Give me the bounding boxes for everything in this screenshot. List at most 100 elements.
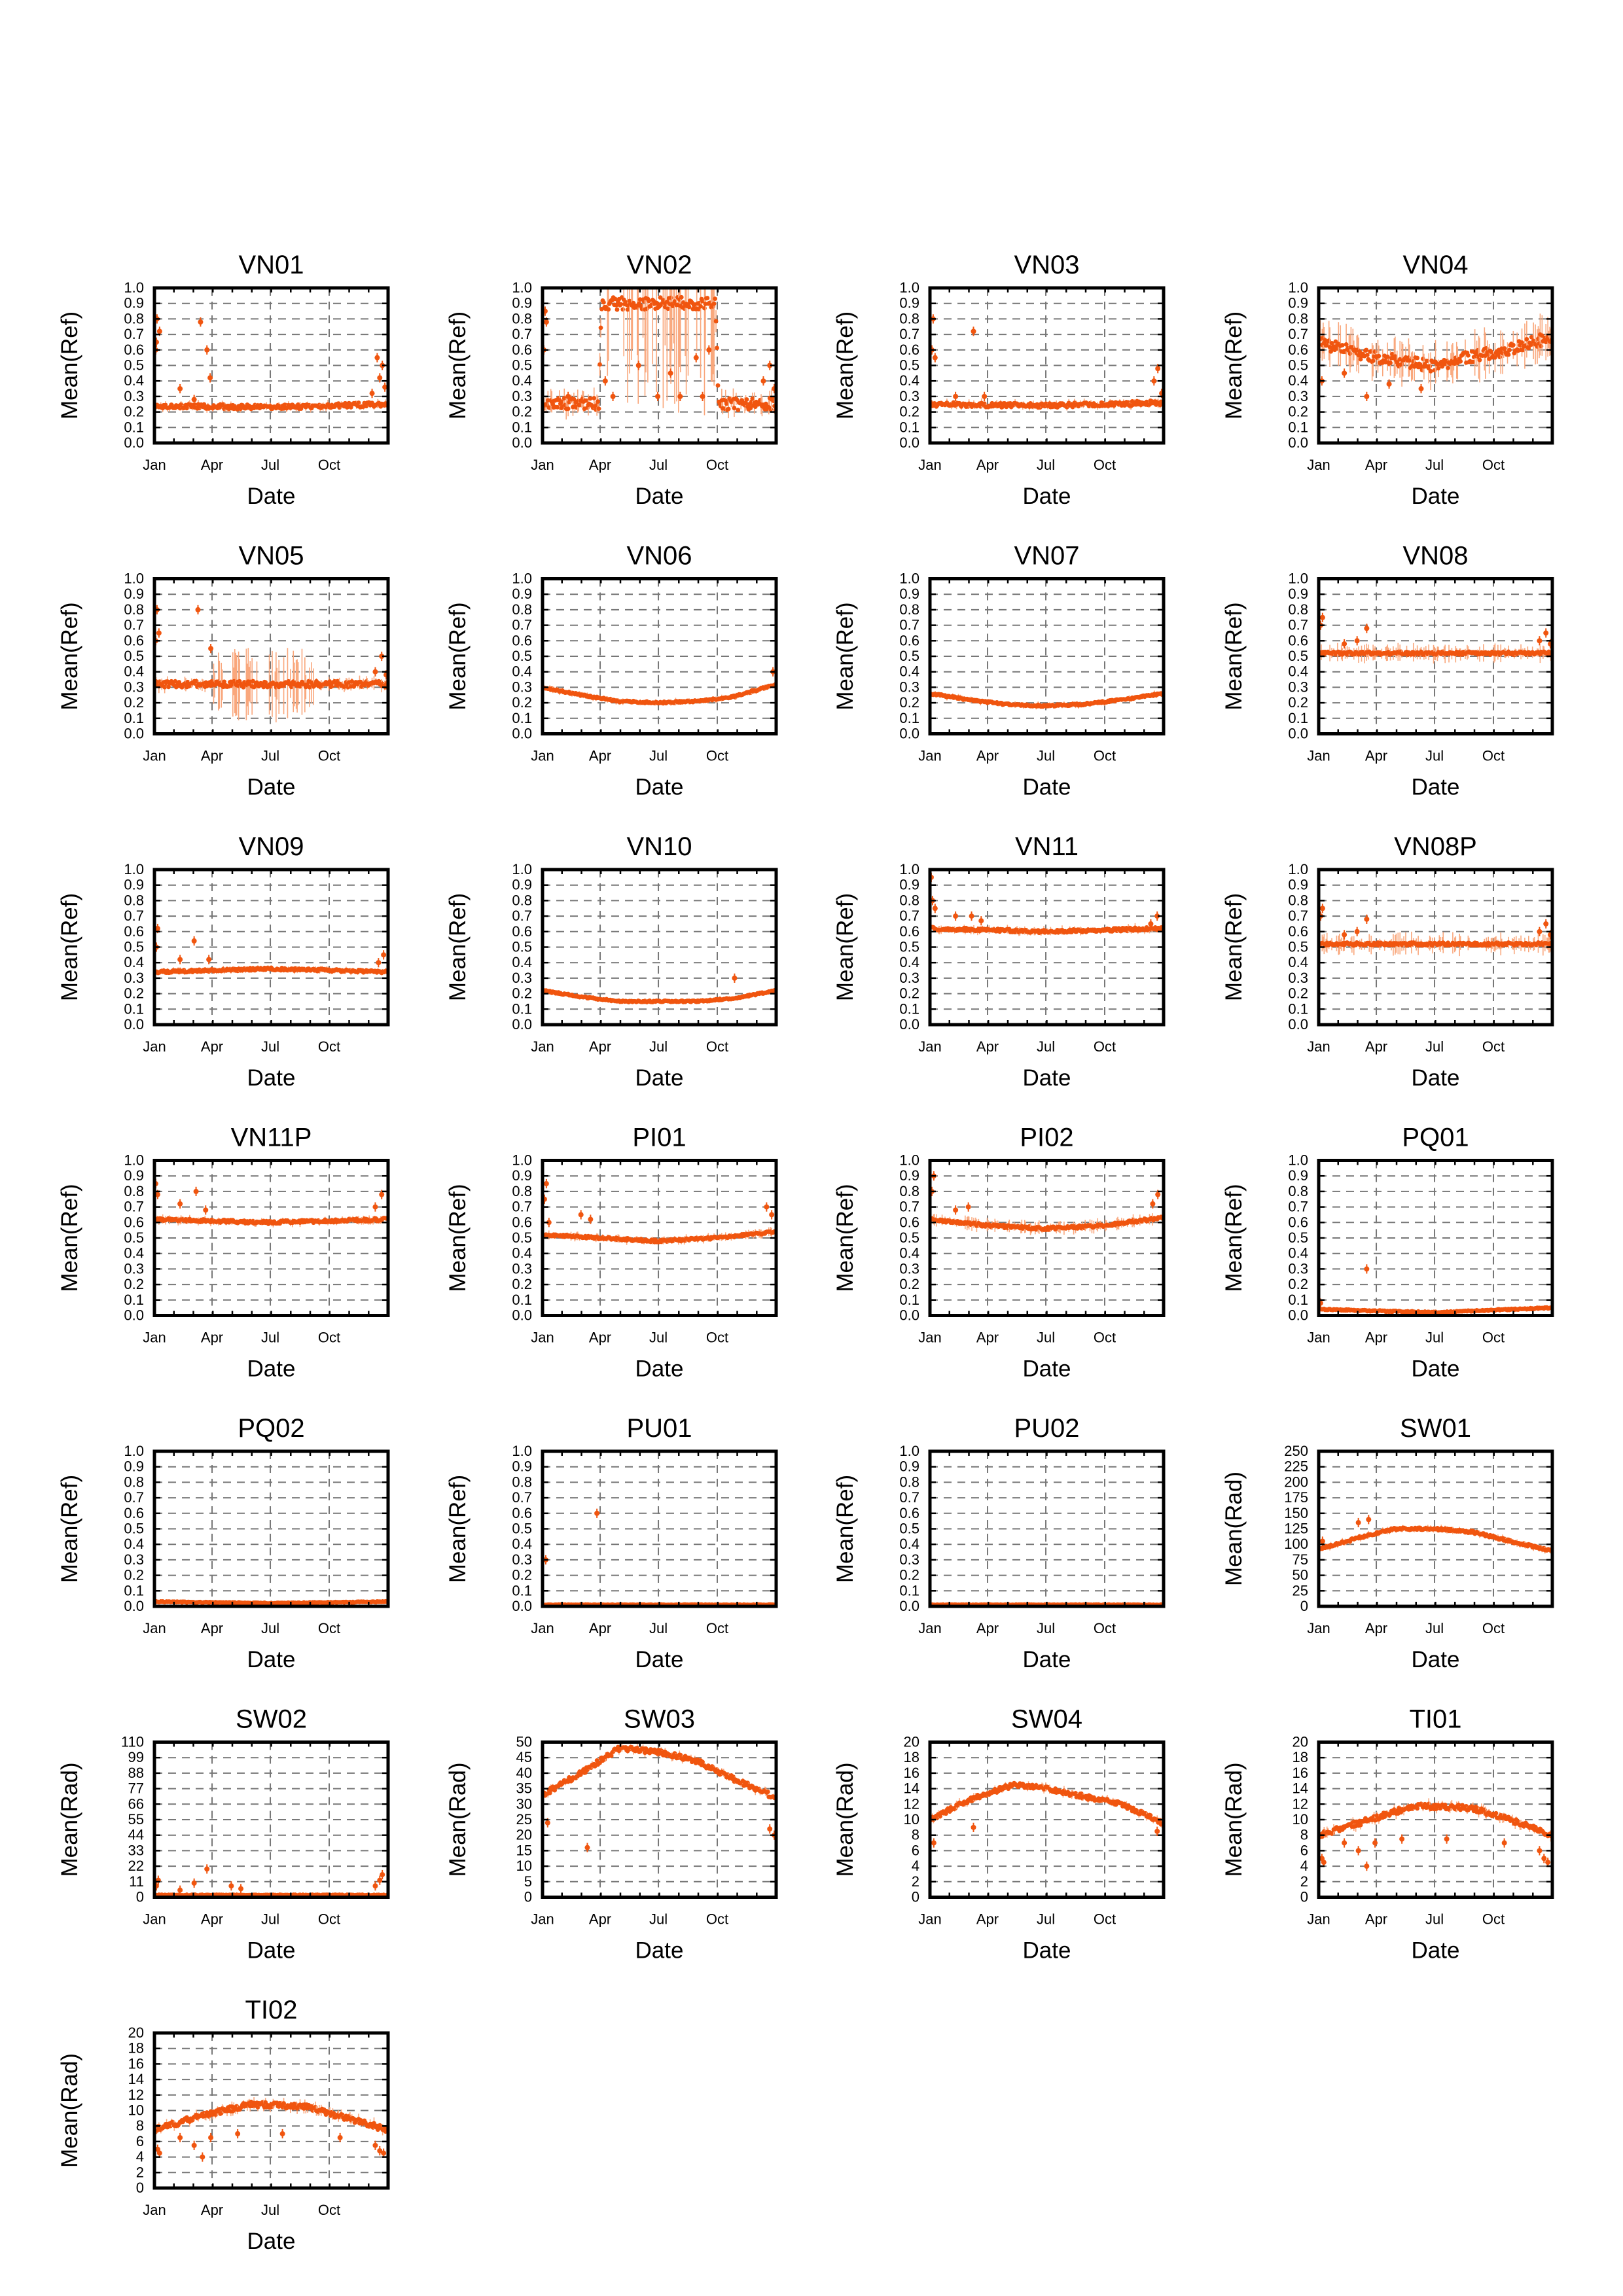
chart-vn01-title: VN01 (238, 251, 304, 279)
chart-vn04-data-point (1465, 353, 1471, 358)
chart-vn11-ytick-label: 0.7 (899, 908, 919, 924)
chart-vn04-data-point (1364, 347, 1369, 353)
chart-vn08-xtick-label: Apr (1365, 748, 1387, 764)
chart-vn03-outlier-point (932, 355, 938, 361)
chart-vn02-ytick-label: 0.5 (512, 357, 532, 374)
chart-vn02-outlier-point (655, 393, 661, 399)
chart-vn02-data-point (596, 399, 601, 404)
chart-vn04-data-point (1399, 362, 1404, 367)
chart-vn08-outlier-point (1543, 630, 1549, 636)
chart-vn11-outlier-point (969, 913, 974, 919)
chart-vn09-outlier-point (376, 960, 382, 966)
chart-vn02-xtick-label: Jan (531, 457, 554, 473)
chart-vn04-data-point (1458, 359, 1463, 364)
chart-vn01-ytick-label: 0.1 (124, 419, 144, 435)
chart-vn04-xtick-label: Apr (1365, 457, 1387, 473)
chart-vn02-data-point (687, 304, 692, 309)
chart-vn06-ytick-label: 0.8 (512, 601, 532, 618)
chart-vn02-data-point (705, 296, 710, 300)
chart-vn02-ytick-label: 0.2 (512, 404, 532, 420)
chart-vn10-panel: VN10 0.00.10.20.30.40.50.60.70.80.91.0 Jan… (445, 832, 778, 1091)
chart-vn11-xtick-label: Jan (918, 1038, 941, 1055)
chart-vn04-data-point (1428, 368, 1433, 374)
chart-vn05-ytick-label: 0.7 (124, 617, 144, 633)
chart-vn04-data-point (1415, 355, 1420, 361)
chart-vn04-ytick-label: 0.7 (1288, 326, 1308, 342)
chart-vn07-ytick-label: 0.5 (899, 648, 919, 664)
chart-vn05-ytick-label: 0.0 (124, 726, 144, 742)
chart-vn05-xlabel: Date (247, 775, 296, 800)
chart-vn11-ytick-label: 1.0 (899, 861, 919, 877)
chart-vn11-ytick-label: 0.5 (899, 939, 919, 955)
chart-vn02-data-point (750, 396, 755, 401)
chart-vn10-ytick-label: 0.2 (512, 985, 532, 1002)
chart-vn09-xtick-label: Jan (143, 1038, 166, 1055)
chart-vn04-data-point (1376, 353, 1382, 359)
chart-vn02-ytick-label: 0.6 (512, 342, 532, 358)
chart-vn01-ytick-label: 0.4 (124, 372, 144, 389)
chart-vn03-ytick-label: 0.9 (899, 295, 919, 311)
chart-vn11-xtick-label: Oct (1094, 1038, 1116, 1055)
chart-vn10-xtick-label: Apr (589, 1038, 611, 1055)
chart-vn10-outlier-point (732, 975, 738, 981)
chart-vn01-outlier-point (377, 375, 383, 381)
chart-vn11-outlier-point (953, 913, 959, 919)
chart-vn04-data-point (1477, 357, 1482, 362)
chart-vn05-xtick-label: Apr (201, 748, 223, 764)
chart-vn11-ytick-label: 0.9 (899, 877, 919, 893)
chart-vn08-ytick-label: 0.6 (1288, 632, 1308, 648)
chart-vn04-data-point (1370, 359, 1376, 363)
chart-vn04-data-point (1446, 365, 1450, 370)
chart-vn02-data-point (726, 406, 731, 412)
chart-vn06-ytick-label: 0.6 (512, 632, 532, 648)
chart-vn09-xtick-label: Jul (261, 1038, 279, 1055)
chart-vn02-data-point (625, 307, 630, 312)
chart-vn03-ytick-label: 1.0 (899, 279, 919, 296)
chart-vn03-outlier-point (1151, 378, 1157, 384)
chart-vn01-series (152, 314, 390, 413)
chart-vn06-ytick-label: 0.0 (512, 726, 532, 742)
chart-vn04-xtick-label: Jan (1307, 457, 1330, 473)
chart-vn10-xlabel: Date (635, 1065, 684, 1091)
chart-vn03-xtick-label: Apr (976, 457, 999, 473)
chart-vn01-ytick-label: 0.5 (124, 357, 144, 374)
chart-vn07-ytick-label: 0.8 (899, 601, 919, 618)
chart-vn03-xtick-label: Oct (1094, 457, 1116, 473)
chart-vn04-outlier-point (1418, 386, 1424, 392)
chart-vn02-data-point (577, 402, 582, 408)
chart-vn08-panel: VN08 0.00.10.20.30.40.50.60.70.80.91.0 Jan… (1221, 542, 1554, 800)
chart-vn02-title: VN02 (626, 251, 692, 279)
chart-vn02-data-point (584, 398, 589, 403)
chart-vn02-outlier-point (610, 393, 616, 399)
chart-vn05-outlier-point (195, 607, 201, 612)
chart-vn09-ytick-label: 0.1 (124, 1000, 144, 1017)
chart-vn11-panel: VN11 0.00.10.20.30.40.50.60.70.80.91.0 Jan… (832, 832, 1166, 1091)
chart-vn09-title: VN09 (238, 832, 304, 861)
chart-vn04-xtick-label: Jul (1425, 457, 1444, 473)
chart-vn03-ytick-label: 0.5 (899, 357, 919, 374)
chart-vn08-ytick-label: 1.0 (1288, 571, 1308, 587)
chart-vn05-ytick-label: 0.6 (124, 632, 144, 648)
chart-vn02-data-point (724, 401, 729, 406)
chart-vn04-data-point (1484, 345, 1489, 351)
chart-vn07-ytick-label: 0.9 (899, 586, 919, 602)
chart-vn09-xtick-label: Apr (201, 1038, 223, 1055)
chart-vn04-data-point (1510, 342, 1516, 347)
chart-vn05-ytick-label: 0.2 (124, 694, 144, 711)
chart-vn04-outlier-point (1386, 381, 1392, 387)
chart-vn02-ylabel: Mean(Ref) (445, 311, 471, 419)
chart-vn07-ytick-label: 0.3 (899, 679, 919, 695)
chart-vn04-series (1317, 313, 1554, 402)
chart-vn11-series (928, 872, 1166, 936)
chart-vn10-ytick-label: 0.6 (512, 923, 532, 940)
chart-vn08-ylabel: Mean(Ref) (1221, 602, 1247, 710)
chart-vn06-title: VN06 (626, 542, 692, 571)
chart-vn02-data-point (715, 345, 719, 351)
chart-vn05-outlier-point (208, 646, 214, 652)
chart-vn03-ytick-label: 0.2 (899, 404, 919, 420)
chart-vn02-data-point (565, 406, 571, 412)
chart-vn07-ylabel: Mean(Ref) (832, 602, 858, 710)
chart-vn02-outlier-point (677, 393, 683, 399)
chart-vn04-panel: VN04 0.00.10.20.30.40.50.60.70.80.91.0 Jan… (1221, 251, 1554, 509)
chart-vn02-data-point (666, 306, 671, 311)
